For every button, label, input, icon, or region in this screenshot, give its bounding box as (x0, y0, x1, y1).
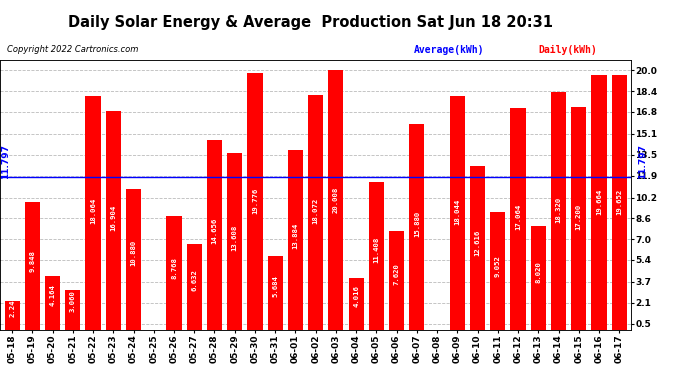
Text: Daily Solar Energy & Average  Production Sat Jun 18 20:31: Daily Solar Energy & Average Production … (68, 15, 553, 30)
Bar (187, 244, 202, 330)
Text: 13.608: 13.608 (232, 224, 238, 251)
Text: Average(kWh): Average(kWh) (414, 45, 484, 55)
Text: 19.652: 19.652 (616, 189, 622, 215)
Bar (551, 92, 566, 330)
Text: 3.060: 3.060 (70, 290, 76, 312)
Text: 18.064: 18.064 (90, 198, 96, 225)
Bar (571, 107, 586, 330)
Bar (45, 276, 60, 330)
Bar (450, 96, 465, 330)
Bar (86, 96, 101, 330)
Bar (591, 75, 607, 330)
Bar (611, 75, 627, 330)
Bar (106, 111, 121, 330)
Text: 11.797: 11.797 (1, 144, 10, 179)
Bar (248, 73, 263, 330)
Text: 8.768: 8.768 (171, 257, 177, 279)
Text: 9.052: 9.052 (495, 255, 501, 277)
Text: 8.020: 8.020 (535, 261, 541, 283)
Bar (389, 231, 404, 330)
Text: 19.776: 19.776 (252, 188, 258, 214)
Text: 2.244: 2.244 (9, 295, 15, 317)
Text: 18.044: 18.044 (454, 198, 460, 225)
Bar (126, 189, 141, 330)
Text: Copyright 2022 Cartronics.com: Copyright 2022 Cartronics.com (7, 45, 138, 54)
Bar (288, 150, 303, 330)
Text: 14.656: 14.656 (212, 218, 217, 244)
Text: 12.616: 12.616 (475, 230, 480, 256)
Bar (470, 166, 485, 330)
Text: 11.797: 11.797 (638, 144, 647, 179)
Bar (511, 108, 526, 330)
Bar (409, 124, 424, 330)
Text: 4.016: 4.016 (353, 285, 359, 306)
Text: 16.904: 16.904 (110, 205, 117, 231)
Text: 13.884: 13.884 (293, 223, 299, 249)
Bar (66, 290, 81, 330)
Bar (531, 226, 546, 330)
Text: 18.320: 18.320 (555, 197, 562, 223)
Bar (25, 202, 40, 330)
Text: 4.164: 4.164 (50, 284, 56, 306)
Bar (207, 140, 222, 330)
Text: Daily(kWh): Daily(kWh) (538, 45, 597, 55)
Bar (268, 256, 283, 330)
Bar (308, 95, 323, 330)
Bar (227, 153, 242, 330)
Bar (368, 182, 384, 330)
Text: 10.880: 10.880 (130, 240, 137, 267)
Text: 20.008: 20.008 (333, 187, 339, 213)
Text: 6.632: 6.632 (191, 269, 197, 291)
Text: 15.880: 15.880 (414, 211, 420, 237)
Bar (328, 70, 344, 330)
Text: 19.664: 19.664 (596, 189, 602, 215)
Bar (5, 301, 20, 330)
Text: 9.848: 9.848 (30, 251, 35, 273)
Text: 11.408: 11.408 (373, 237, 380, 263)
Text: 7.620: 7.620 (393, 264, 400, 285)
Text: 17.200: 17.200 (575, 203, 582, 229)
Bar (348, 278, 364, 330)
Text: 17.064: 17.064 (515, 204, 521, 230)
Bar (490, 213, 505, 330)
Text: 18.072: 18.072 (313, 198, 319, 224)
Bar (166, 216, 181, 330)
Text: 5.684: 5.684 (272, 275, 278, 297)
